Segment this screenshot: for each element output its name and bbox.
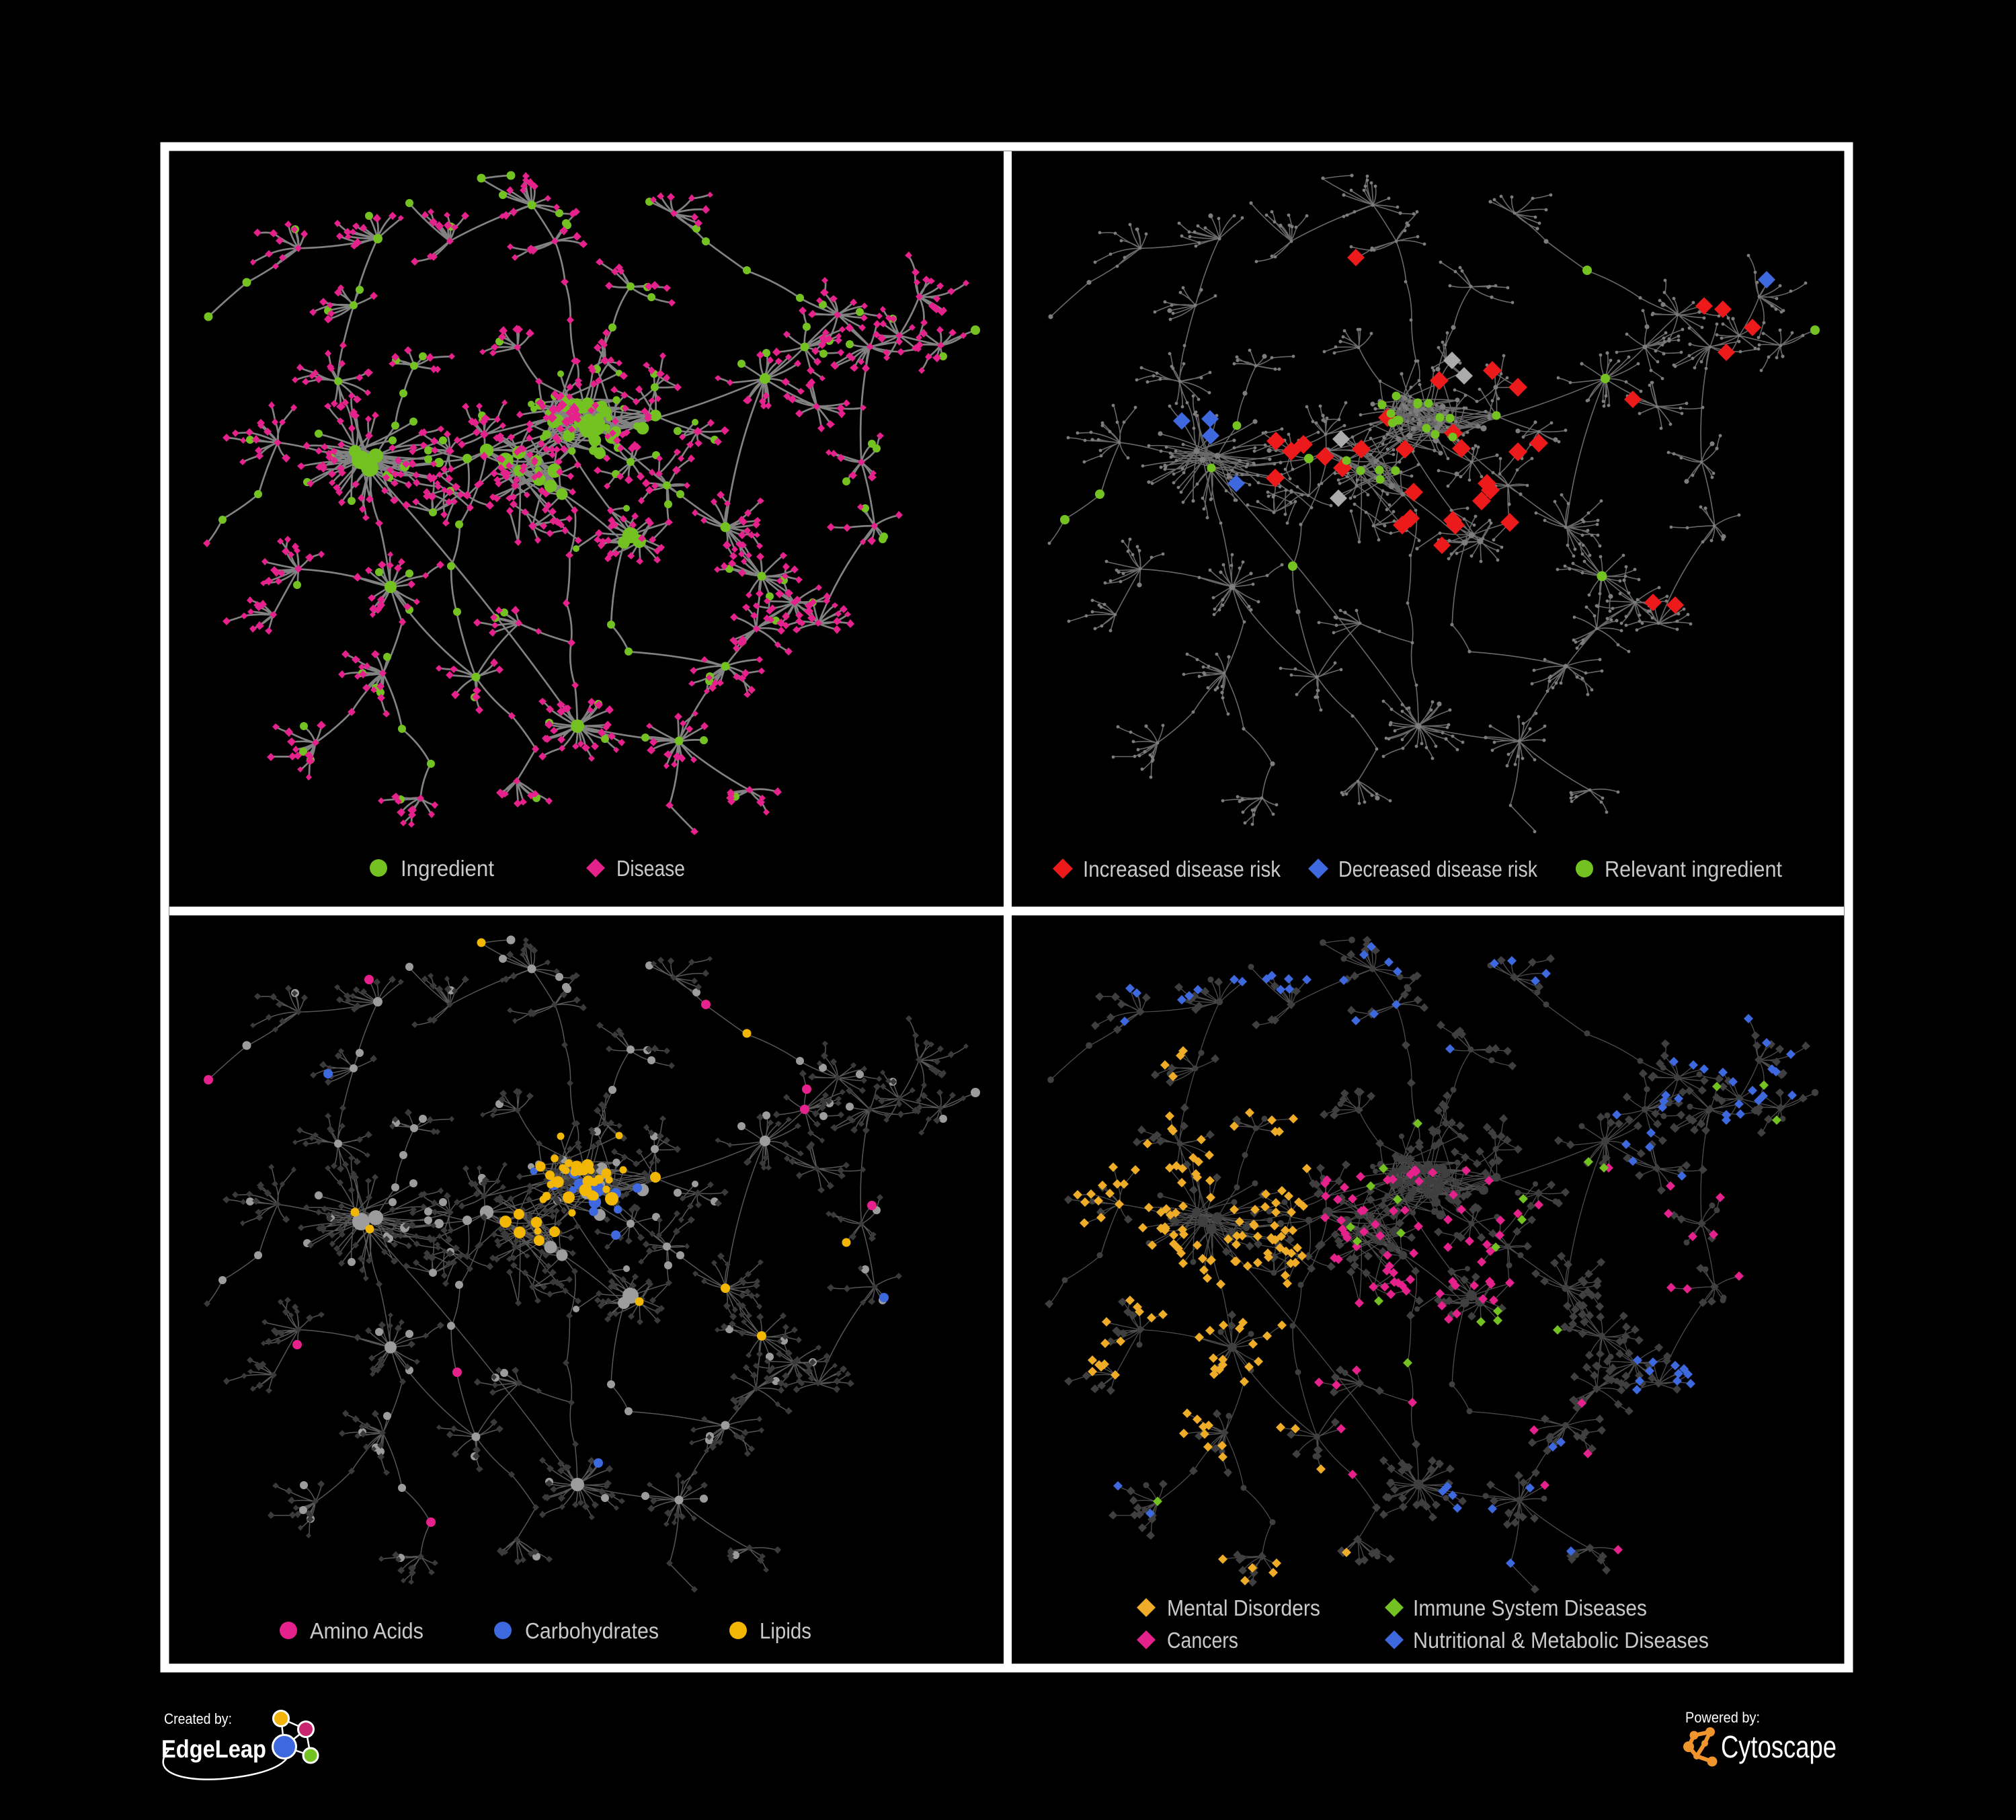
svg-text:Disease: Disease xyxy=(616,856,685,881)
svg-text:Powered by:: Powered by: xyxy=(1685,1709,1760,1726)
svg-text:Immune System Diseases: Immune System Diseases xyxy=(1413,1595,1647,1620)
svg-text:Carbohydrates: Carbohydrates xyxy=(525,1618,659,1643)
svg-text:Relevant ingredient: Relevant ingredient xyxy=(1605,857,1782,881)
svg-text:Created by:: Created by: xyxy=(164,1710,232,1727)
svg-text:Nutritional & Metabolic Diseas: Nutritional & Metabolic Diseases xyxy=(1413,1628,1709,1653)
svg-text:Amino Acids: Amino Acids xyxy=(310,1618,424,1643)
svg-text:Increased disease risk: Increased disease risk xyxy=(1083,857,1281,881)
svg-text:EdgeLeap: EdgeLeap xyxy=(161,1735,266,1763)
svg-text:Lipids: Lipids xyxy=(760,1618,811,1643)
svg-text:Ingredient: Ingredient xyxy=(401,856,494,881)
svg-text:Mental Disorders: Mental Disorders xyxy=(1167,1595,1320,1620)
svg-text:Cytoscape: Cytoscape xyxy=(1721,1729,1837,1764)
svg-text:Cancers: Cancers xyxy=(1167,1628,1238,1653)
svg-text:Decreased disease risk: Decreased disease risk xyxy=(1338,857,1537,881)
